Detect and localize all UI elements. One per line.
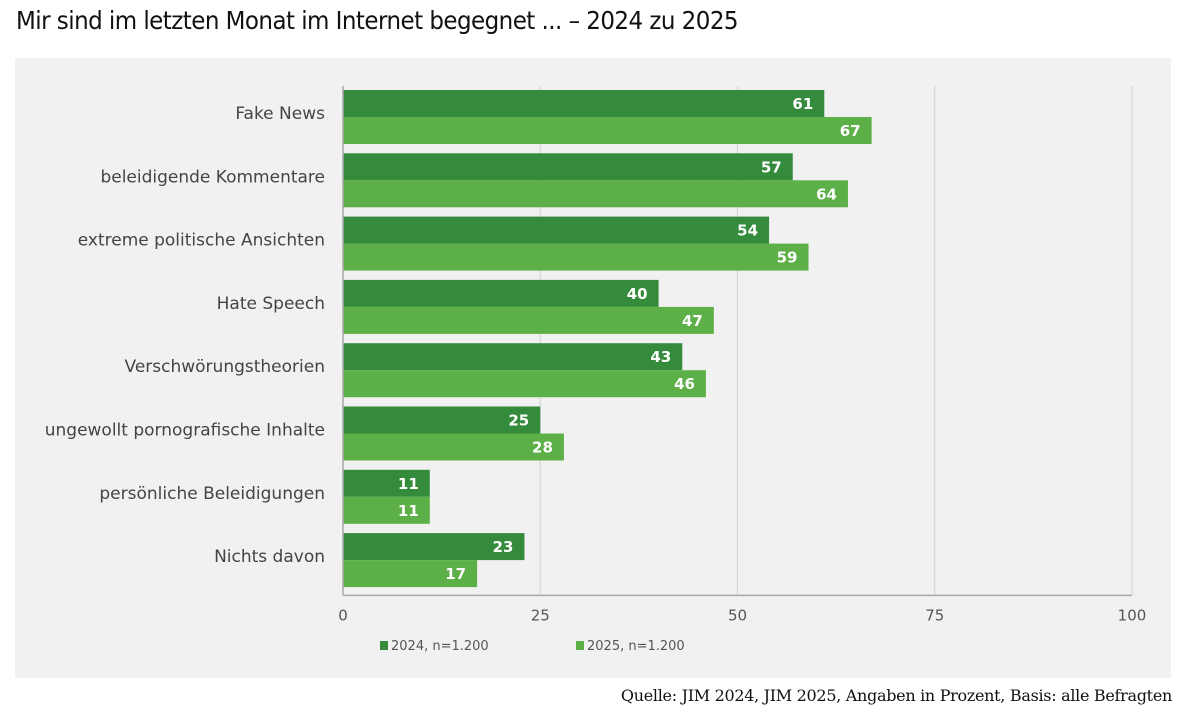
- x-tick-label: 25: [531, 606, 550, 624]
- bar-2024: [343, 343, 683, 371]
- value-label: 61: [792, 95, 813, 113]
- value-label: 40: [627, 285, 648, 303]
- bar-2025: [343, 560, 478, 588]
- bar-2024: [343, 469, 430, 497]
- x-tick-label: 50: [728, 606, 747, 624]
- x-tick-label: 100: [1118, 606, 1147, 624]
- legend-label: 2025, n=1.200: [587, 639, 685, 654]
- value-label: 47: [682, 312, 703, 330]
- bar-2025: [343, 117, 872, 144]
- legend-swatch-2024: [380, 641, 388, 650]
- value-label: 59: [777, 249, 798, 267]
- category-label: extreme politische Ansichten: [78, 231, 325, 251]
- category-label: persönliche Beleidigungen: [99, 484, 325, 504]
- bar-2025: [343, 496, 430, 524]
- value-label: 11: [398, 475, 419, 493]
- value-label: 67: [840, 122, 861, 140]
- category-label: Verschwörungstheorien: [125, 357, 325, 377]
- value-label: 23: [493, 538, 514, 556]
- value-label: 64: [816, 185, 837, 203]
- bar-2024: [343, 216, 770, 244]
- value-label: 46: [674, 375, 695, 393]
- value-label: 28: [532, 439, 553, 457]
- legend-label: 2024, n=1.200: [391, 639, 489, 654]
- bar-2025: [343, 180, 848, 208]
- bar-2025: [343, 370, 706, 398]
- bar-2024: [343, 153, 793, 181]
- value-label: 25: [508, 412, 529, 430]
- value-label: 11: [398, 502, 419, 520]
- bar-2025: [343, 306, 714, 334]
- category-label: Fake News: [235, 104, 325, 124]
- category-label: ungewollt pornografische Inhalte: [45, 421, 325, 441]
- bar-2025: [343, 433, 564, 461]
- x-tick-label: 75: [925, 606, 944, 624]
- value-label: 17: [445, 565, 466, 583]
- value-label: 57: [761, 158, 782, 176]
- bar-2024: [343, 406, 541, 434]
- bar-2024: [343, 279, 659, 307]
- value-label: 43: [650, 348, 671, 366]
- bar-2025: [343, 243, 809, 271]
- source-note: Quelle: JIM 2024, JIM 2025, Angaben in P…: [620, 686, 1172, 705]
- bar-2024: [343, 533, 525, 561]
- chart-title: Mir sind im letzten Monat im Internet be…: [16, 6, 739, 35]
- value-label: 54: [737, 222, 758, 240]
- bar-2024: [343, 90, 825, 117]
- legend-swatch-2025: [576, 641, 584, 650]
- x-tick-label: 0: [338, 606, 348, 624]
- category-label: Hate Speech: [217, 294, 325, 314]
- category-label: beleidigende Kommentare: [100, 167, 325, 187]
- category-label: Nichts davon: [214, 547, 325, 567]
